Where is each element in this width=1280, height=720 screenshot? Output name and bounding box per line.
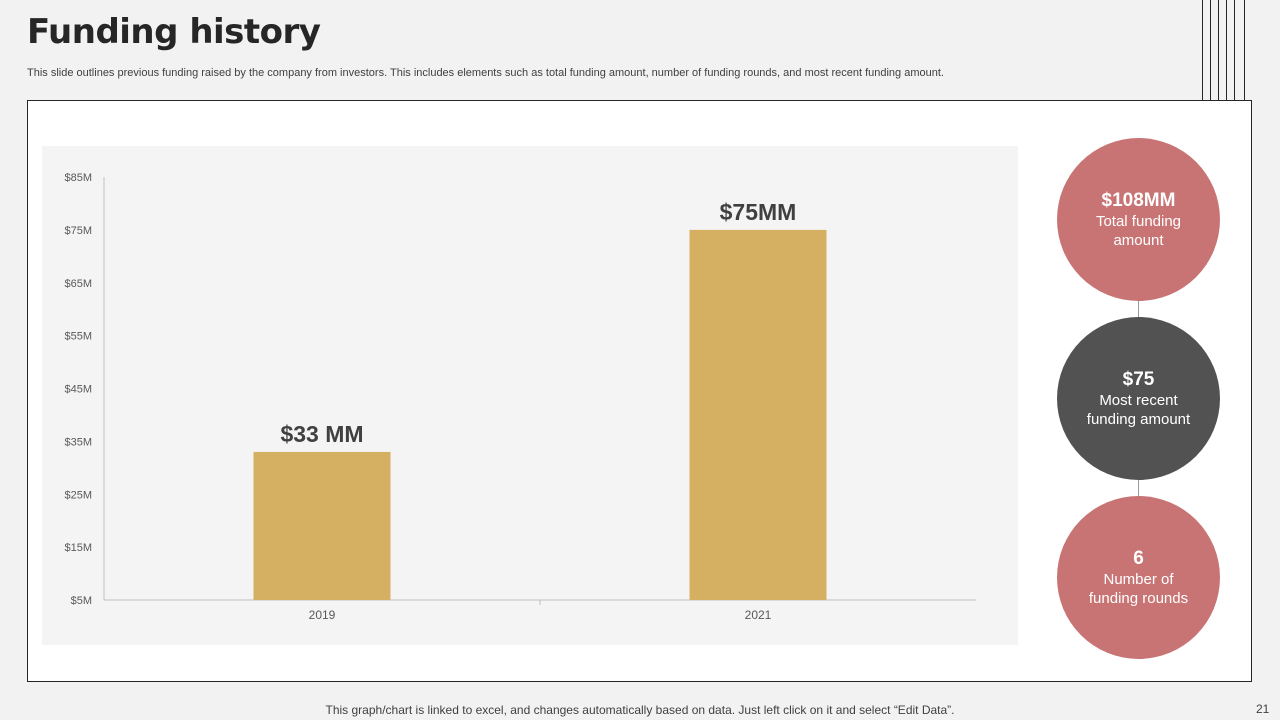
y-tick-label: $25M bbox=[64, 489, 92, 501]
stat-label: Total funding amount bbox=[1095, 212, 1182, 249]
bar bbox=[253, 451, 391, 600]
y-tick-label: $85M bbox=[64, 172, 92, 184]
slide-title: Funding history bbox=[27, 12, 321, 52]
chart-area[interactable]: $5M $15M $25M $35M $45M $55M $65M $75M $85M $33 M… bbox=[42, 146, 1018, 645]
stat-total-funding: $108MM Total funding amount bbox=[1057, 138, 1220, 301]
stat-label: Most recent funding amount bbox=[1086, 391, 1191, 428]
y-tick-label: $75M bbox=[64, 225, 92, 237]
bar-data-label: $75MM bbox=[720, 199, 797, 225]
bar bbox=[689, 229, 827, 600]
y-tick-label: $15M bbox=[64, 542, 92, 554]
bar-data-label: $33 MM bbox=[280, 421, 363, 447]
stat-value: $75 bbox=[1122, 368, 1155, 390]
y-tick-label: $45M bbox=[64, 384, 92, 396]
stat-label: Number of funding rounds bbox=[1088, 570, 1189, 607]
y-tick-label: $55M bbox=[64, 331, 92, 343]
y-tick-label: $65M bbox=[64, 278, 92, 290]
stat-funding-rounds: 6 Number of funding rounds bbox=[1057, 496, 1220, 659]
slide-subtitle: This slide outlines previous funding rai… bbox=[27, 67, 944, 79]
x-tick-label: 2019 bbox=[309, 608, 336, 622]
stat-value: $108MM bbox=[1101, 189, 1176, 211]
footer-note: This graph/chart is linked to excel, and… bbox=[325, 703, 955, 717]
stat-value: 6 bbox=[1133, 547, 1144, 569]
y-tick-label: $5M bbox=[71, 595, 92, 607]
stat-recent-funding: $75 Most recent funding amount bbox=[1057, 317, 1220, 480]
y-tick-label: $35M bbox=[64, 436, 92, 448]
page-number: 21 bbox=[1256, 702, 1270, 716]
decorative-lines bbox=[1200, 0, 1250, 100]
x-tick-label: 2021 bbox=[745, 608, 772, 622]
bar-chart[interactable]: $5M $15M $25M $35M $45M $55M $65M $75M $85M $33 M… bbox=[42, 146, 1018, 645]
